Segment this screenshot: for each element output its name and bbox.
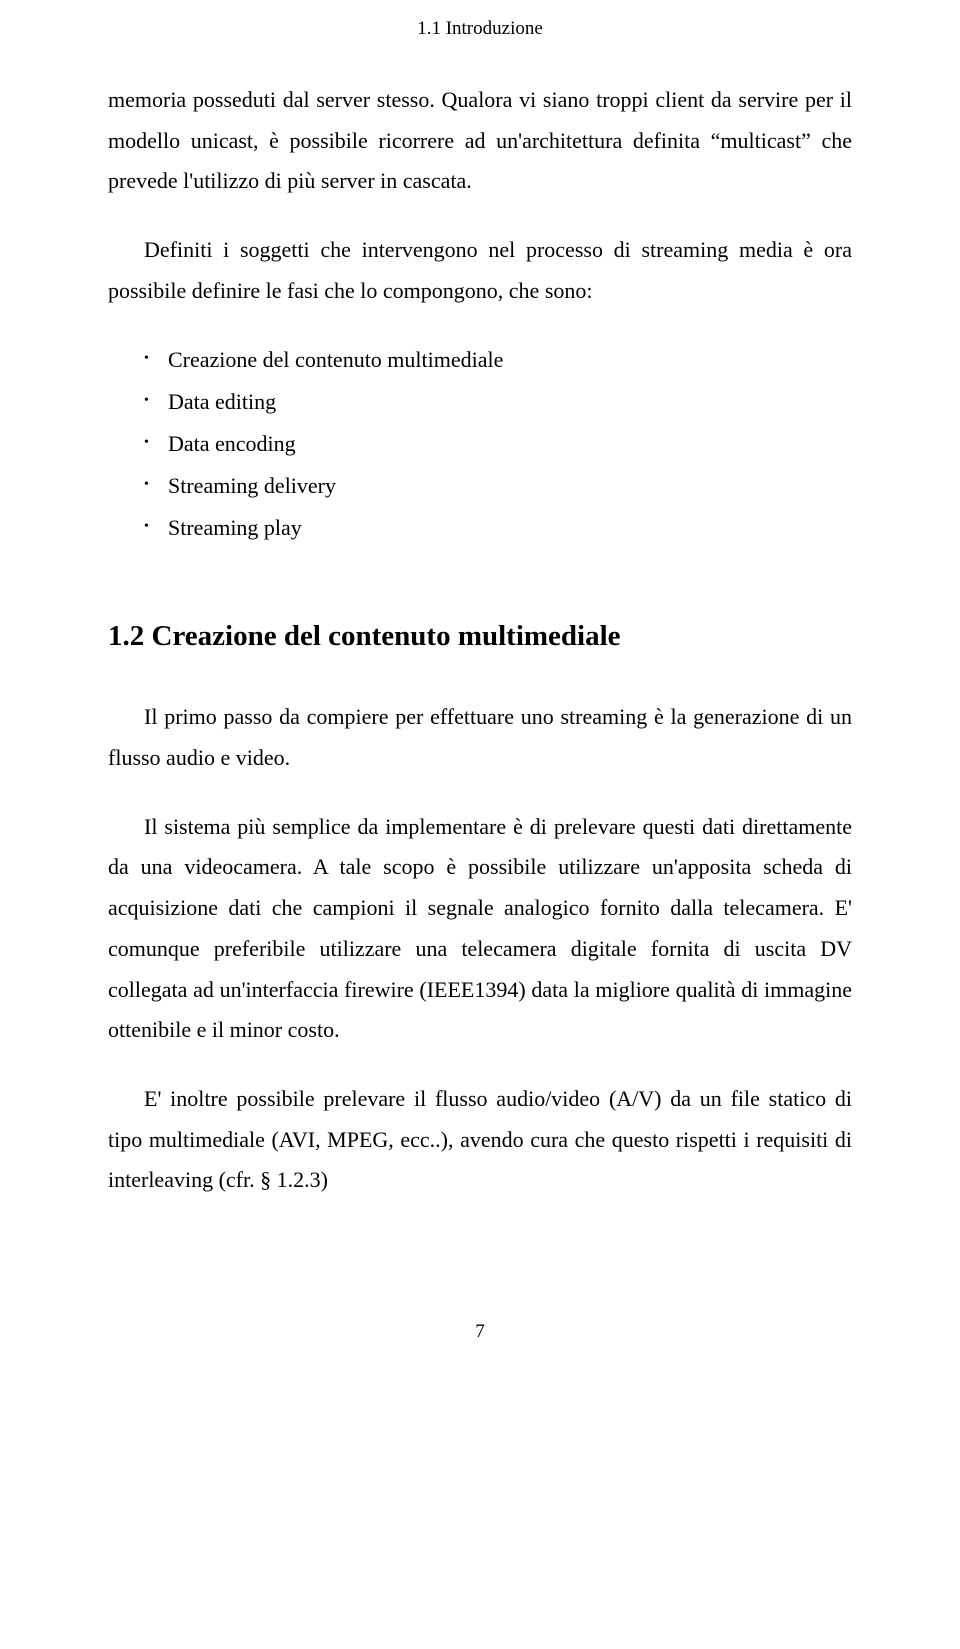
list-item: Data encoding [144,423,852,465]
page-number: 7 [108,1321,852,1343]
paragraph-4: Il sistema più semplice da implementare … [108,807,852,1051]
running-header: 1.1 Introduzione [108,18,852,40]
list-item: Creazione del contenuto multimediale [144,339,852,381]
list-item: Streaming play [144,507,852,549]
page: 1.1 Introduzione memoria posseduti dal s… [0,0,960,1403]
paragraph-5: E' inoltre possibile prelevare il flusso… [108,1079,852,1201]
section-heading: 1.2 Creazione del contenuto multimediale [108,620,852,653]
paragraph-2: Definiti i soggetti che intervengono nel… [108,230,852,311]
list-item: Streaming delivery [144,465,852,507]
paragraph-1: memoria posseduti dal server stesso. Qua… [108,80,852,202]
phase-list: Creazione del contenuto multimediale Dat… [108,339,852,548]
paragraph-3: Il primo passo da compiere per effettuar… [108,697,852,778]
list-item: Data editing [144,381,852,423]
